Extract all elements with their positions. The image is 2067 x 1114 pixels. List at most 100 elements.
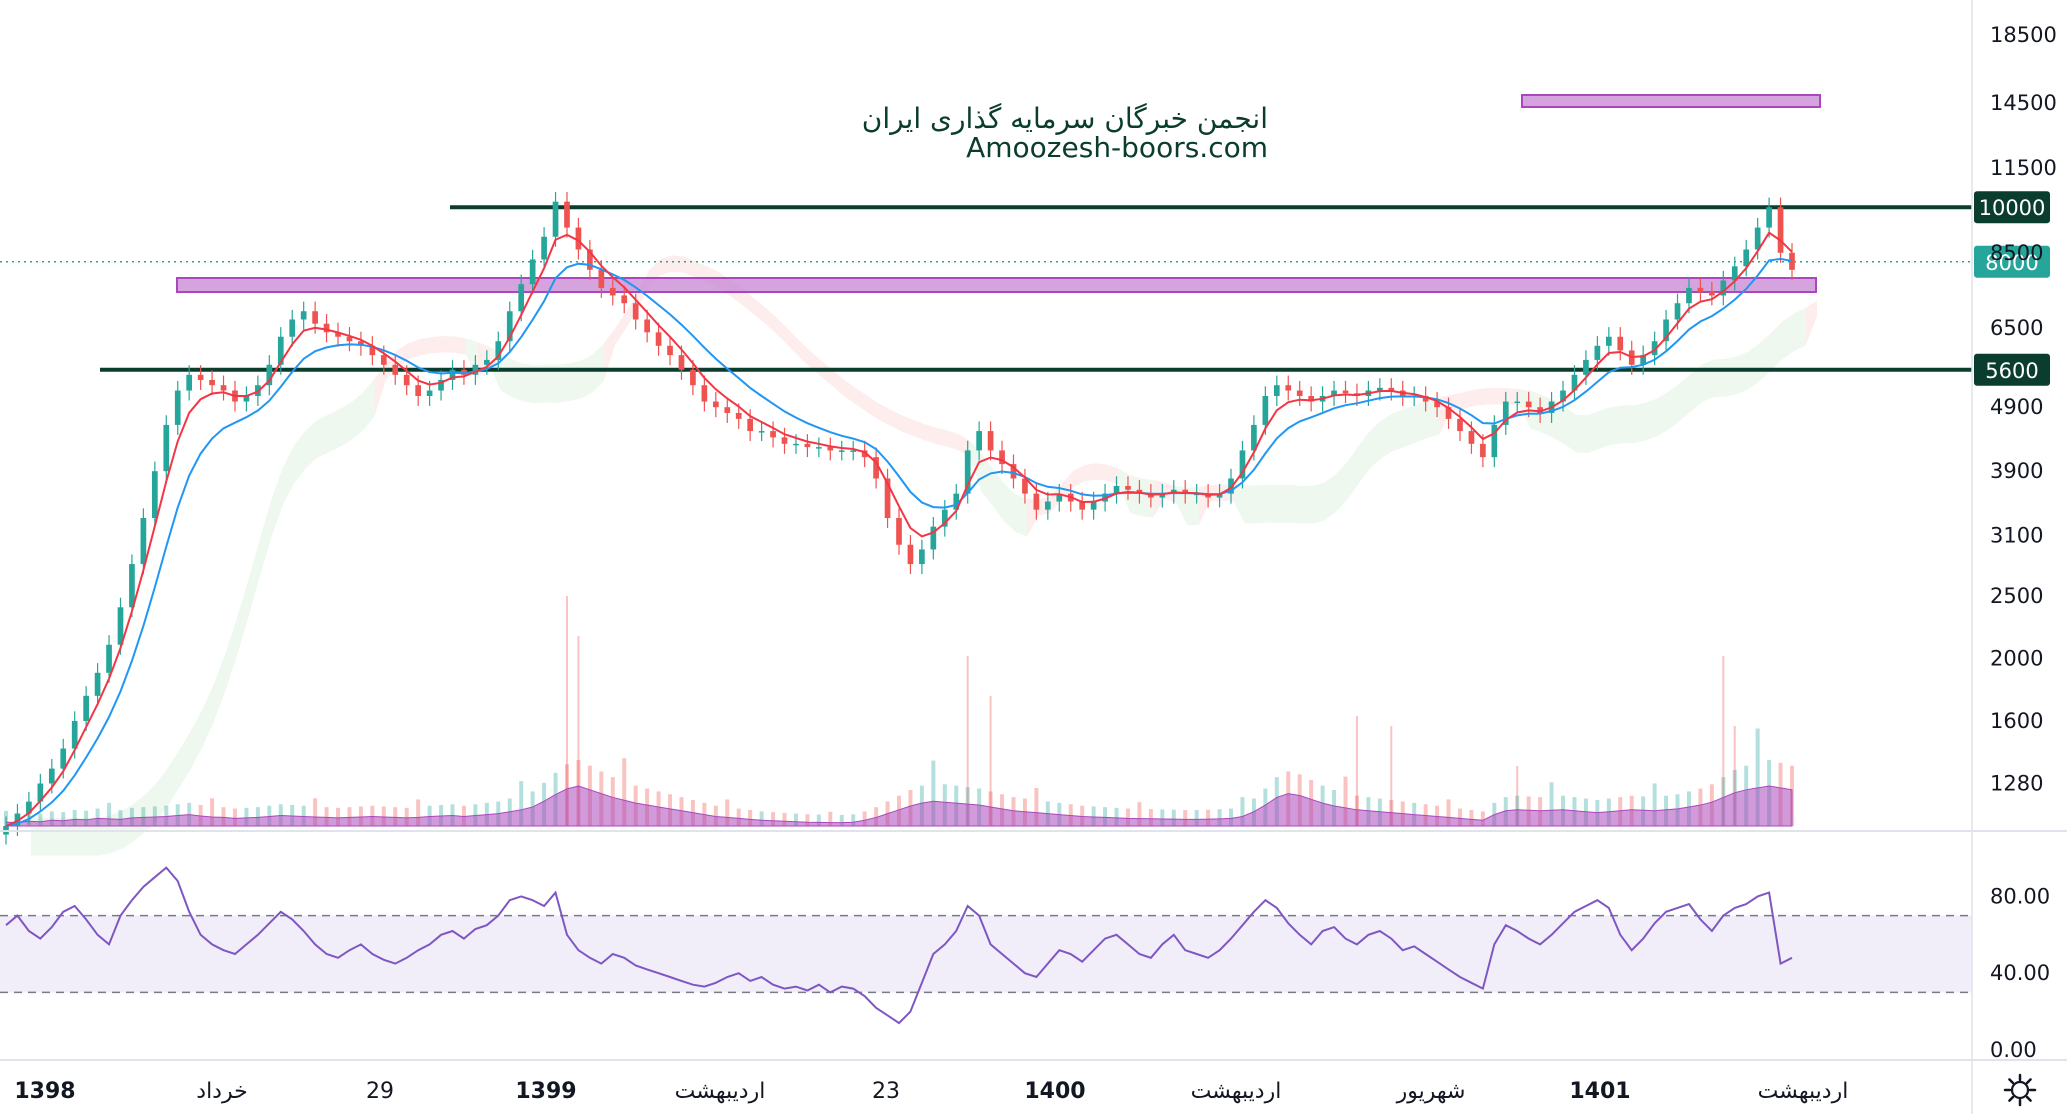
candle-body xyxy=(987,431,994,451)
candle-body xyxy=(300,311,307,320)
candle-body xyxy=(1228,478,1234,494)
candle-body xyxy=(426,390,433,396)
cloud-segment xyxy=(156,767,169,821)
candle-body xyxy=(1022,478,1028,494)
candle-body xyxy=(575,227,582,250)
cloud-segment xyxy=(889,409,902,432)
candle-body xyxy=(701,385,708,402)
cloud-segment xyxy=(1118,468,1131,513)
volume-spike xyxy=(1516,766,1519,826)
candle-body xyxy=(1090,501,1097,510)
watermark-title: انجمن خبرگان سرمایه گذاری ایران xyxy=(862,102,1268,135)
cloud-segment xyxy=(1359,430,1371,483)
cloud-segment xyxy=(1484,388,1497,405)
cloud-segment xyxy=(1759,332,1772,381)
cloud-segment xyxy=(866,395,879,420)
candle-body xyxy=(621,295,628,304)
cloud-segment xyxy=(603,328,615,382)
cloud-segment xyxy=(534,364,547,404)
cloud-segment xyxy=(855,387,867,412)
volume-bar xyxy=(1480,811,1485,826)
cloud-segment xyxy=(65,817,77,856)
candle-body xyxy=(197,374,204,380)
volume-bar xyxy=(49,811,54,826)
candle-body xyxy=(1709,291,1715,296)
cloud-segment xyxy=(500,352,512,398)
candle-body xyxy=(1525,401,1532,408)
volume-bar xyxy=(1125,808,1130,826)
price-tick-label: 2500 xyxy=(1990,584,2043,608)
volume-bar xyxy=(1114,807,1119,826)
candle-body xyxy=(552,201,559,237)
volume-bar xyxy=(301,805,306,826)
volume-bar xyxy=(38,813,43,826)
candle-body xyxy=(1308,395,1314,402)
candle-body xyxy=(1777,207,1784,253)
candle-body xyxy=(667,345,673,356)
cloud-segment xyxy=(1507,388,1520,406)
gear-icon[interactable] xyxy=(2003,1073,2037,1107)
cloud-segment xyxy=(992,468,1005,522)
volume-bar xyxy=(931,760,936,826)
time-label: اردیبهشت xyxy=(1191,1079,1282,1104)
volume-bar xyxy=(255,807,260,826)
support-zone[interactable] xyxy=(176,277,1817,293)
volume-spike xyxy=(966,656,969,826)
volume-bar xyxy=(828,811,833,826)
candle-body xyxy=(1273,385,1280,396)
cloud-segment xyxy=(912,419,924,441)
candle-body xyxy=(438,379,444,391)
volume-bar xyxy=(782,812,787,826)
candle-body xyxy=(1216,493,1223,498)
volume-bar xyxy=(862,811,867,826)
cloud-segment xyxy=(1496,388,1508,405)
cloud-segment xyxy=(53,817,66,856)
volume-bar xyxy=(393,807,398,826)
candle-body xyxy=(793,443,799,446)
candle-body xyxy=(220,385,227,391)
time-label: اردیبهشت xyxy=(1758,1079,1849,1104)
volume-bar xyxy=(816,814,821,826)
level-tag-label: 5600 xyxy=(1985,359,2038,383)
cloud-segment xyxy=(271,467,283,538)
cloud-segment xyxy=(1565,406,1577,453)
cloud-segment xyxy=(809,350,821,377)
cloud-segment xyxy=(214,652,226,721)
cloud-segment xyxy=(1233,484,1245,524)
cloud-segment xyxy=(443,336,455,353)
target-zone[interactable] xyxy=(1521,94,1821,108)
cloud-segment xyxy=(695,261,707,283)
time-label: 1398 xyxy=(14,1079,75,1104)
volume-bar xyxy=(221,807,226,826)
volume-ma-area xyxy=(5,785,1793,827)
candle-body xyxy=(60,748,67,769)
cloud-segment xyxy=(1324,473,1337,521)
cloud-segment xyxy=(31,817,43,856)
candle-body xyxy=(529,259,536,285)
cloud-segment xyxy=(1633,402,1646,444)
time-label: اردیبهشت xyxy=(675,1079,766,1104)
cloud-segment xyxy=(1748,343,1760,390)
candle-body xyxy=(564,201,570,228)
cloud-segment xyxy=(1336,461,1348,512)
cloud-segment xyxy=(557,363,570,403)
candle-body xyxy=(1674,303,1681,320)
candle-body xyxy=(1605,336,1612,346)
volume-bar xyxy=(736,808,741,826)
cloud-segment xyxy=(1416,400,1428,443)
volume-bar xyxy=(793,813,798,826)
candle-body xyxy=(655,332,662,346)
candle-body xyxy=(186,374,193,391)
candle-body xyxy=(380,355,387,365)
cloud-segment xyxy=(1130,474,1142,517)
cloud-segment xyxy=(1244,485,1257,524)
cloud-segment xyxy=(1370,419,1382,468)
gear-icon-tooth xyxy=(2008,1078,2015,1085)
volume-bar xyxy=(461,805,466,826)
candle-body xyxy=(1743,249,1750,267)
volume-bar xyxy=(1148,809,1153,826)
cloud-segment xyxy=(1691,363,1703,412)
candle-body xyxy=(1754,227,1761,250)
candle-body xyxy=(838,450,845,452)
